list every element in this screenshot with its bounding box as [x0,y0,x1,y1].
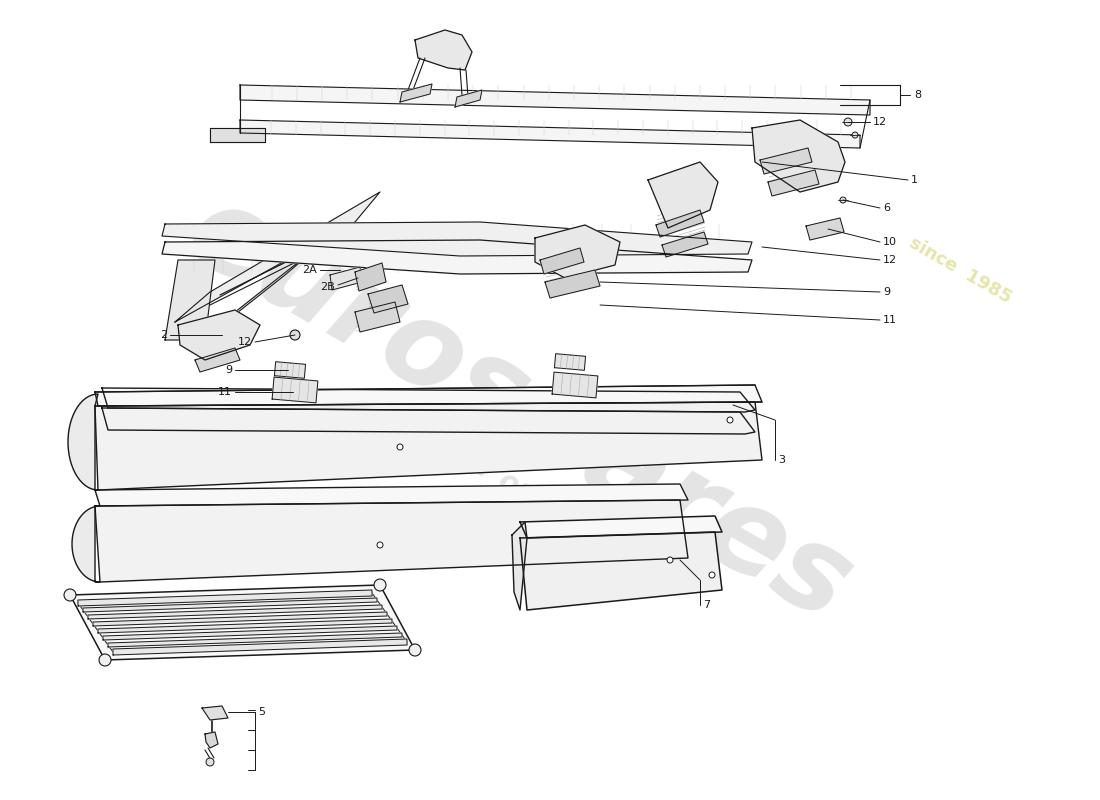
Text: 3: 3 [778,455,785,465]
Polygon shape [210,128,265,142]
Text: 2: 2 [160,330,167,340]
Polygon shape [512,522,527,610]
Circle shape [99,654,111,666]
Polygon shape [540,248,584,274]
Polygon shape [92,612,387,626]
Polygon shape [103,626,397,640]
Text: 9: 9 [883,287,890,297]
Circle shape [397,444,403,450]
Polygon shape [274,362,306,378]
Polygon shape [355,263,386,291]
Polygon shape [162,222,752,256]
Text: 10: 10 [883,237,896,247]
Polygon shape [72,506,100,582]
Polygon shape [752,120,845,192]
Circle shape [840,197,846,203]
Circle shape [409,644,421,656]
Circle shape [844,118,852,126]
Polygon shape [415,30,472,70]
Polygon shape [240,120,860,148]
Text: since  1985: since 1985 [905,234,1014,306]
Polygon shape [178,310,260,360]
Polygon shape [82,598,377,612]
Text: 6: 6 [883,203,890,213]
Text: 2A: 2A [302,265,317,275]
Polygon shape [520,516,722,538]
Polygon shape [240,85,870,115]
Polygon shape [272,377,318,403]
Polygon shape [455,90,482,107]
Circle shape [710,572,715,578]
Circle shape [727,417,733,423]
Polygon shape [70,585,415,660]
Circle shape [290,330,300,340]
Text: 5: 5 [258,707,265,717]
Polygon shape [95,500,688,582]
Text: eurospares: eurospares [168,174,872,646]
Polygon shape [656,210,704,237]
Circle shape [374,579,386,591]
Polygon shape [535,225,620,278]
Polygon shape [806,218,844,240]
Polygon shape [368,285,408,313]
Polygon shape [108,633,403,647]
Polygon shape [88,605,382,619]
Circle shape [377,542,383,548]
Text: 9: 9 [224,365,232,375]
Circle shape [64,589,76,601]
Polygon shape [190,245,320,350]
Text: 12: 12 [883,255,898,265]
Polygon shape [554,354,585,370]
Polygon shape [400,84,432,102]
Polygon shape [520,532,722,610]
Polygon shape [162,240,752,274]
Polygon shape [68,394,98,490]
Text: 7: 7 [703,600,711,610]
Polygon shape [544,270,600,298]
Text: 11: 11 [218,387,232,397]
Text: 8: 8 [914,90,921,100]
Polygon shape [95,385,762,406]
Text: 2B: 2B [320,282,336,292]
Polygon shape [113,639,407,655]
Text: 1: 1 [911,175,918,185]
Polygon shape [202,706,228,720]
Polygon shape [165,260,214,340]
Circle shape [852,132,858,138]
Text: since 1985: since 1985 [471,480,590,560]
Polygon shape [205,732,218,748]
Circle shape [667,557,673,563]
Polygon shape [662,232,708,257]
Text: 12: 12 [238,337,252,347]
Polygon shape [102,388,755,412]
Polygon shape [175,192,380,322]
Text: 12: 12 [873,117,887,127]
Polygon shape [95,484,688,506]
Polygon shape [355,302,400,332]
Text: 11: 11 [883,315,896,325]
Polygon shape [195,348,240,372]
Polygon shape [78,590,372,606]
Polygon shape [768,170,820,196]
Polygon shape [648,162,718,228]
Polygon shape [98,619,392,633]
Circle shape [206,758,214,766]
Polygon shape [102,408,755,434]
Polygon shape [330,267,362,290]
Polygon shape [95,402,762,490]
Polygon shape [760,148,812,174]
Polygon shape [552,372,598,398]
Text: a number one for parts: a number one for parts [356,387,684,593]
